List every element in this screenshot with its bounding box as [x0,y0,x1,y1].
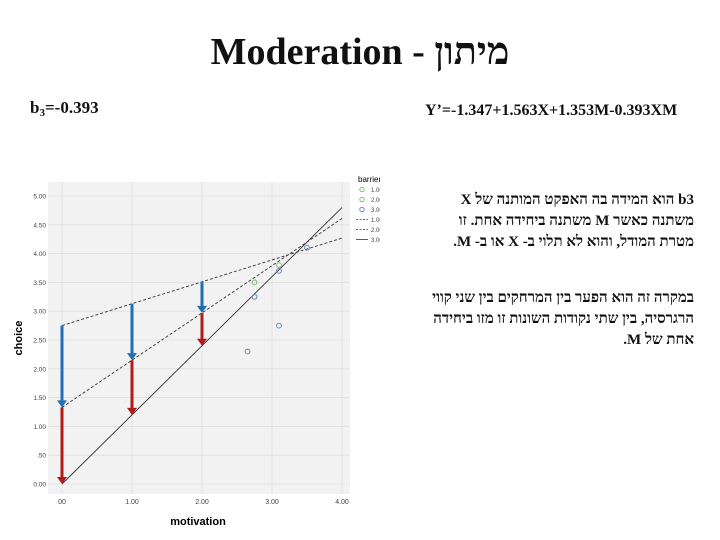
legend-label: 3.00 [371,238,380,244]
y-tick-label: 3.50 [33,280,46,287]
red-arrow [127,360,137,415]
regression-line [61,207,343,485]
data-point [251,293,258,300]
b3-rest: =-0.393 [44,98,99,117]
legend-label: 2.00 [371,228,380,234]
plot-background [48,182,350,494]
x-tick-label: 00 [58,499,66,506]
red-arrow [57,407,67,484]
regression-line [61,218,343,408]
x-tick-label: 2.00 [195,499,209,506]
y-tick-label: 2.00 [33,366,46,373]
explanation-paragraph-2: במקרה זה הוא הפער בין המרחקים בין שני קו… [432,290,694,348]
legend-label: 1.00 [371,188,380,194]
legend-label: 3.00 [371,208,380,214]
data-point [304,244,310,251]
legend-label: 1.00 [371,218,380,224]
data-point [244,348,251,355]
legend-label: 2.00 [371,198,380,204]
y-tick-label: 3.00 [33,309,46,316]
data-point [276,268,282,274]
arrow-head [197,305,207,313]
data-point [251,279,258,286]
y-tick-label: 1.00 [33,424,46,431]
y-axis-label: choice [13,321,25,356]
x-tick-label: 1.00 [125,499,139,506]
legend-marker [359,186,365,193]
moderation-plot: 00 1.00 2.00 3.00 4.00 0.00 .50 1.00 1.50 2.00 2.… [13,175,380,528]
b3-subscript: 3 [39,107,45,119]
blue-arrow [127,303,137,361]
y-tick-label: 4.50 [33,222,46,229]
y-tick-label: 0.00 [33,482,46,489]
legend-marker [359,196,365,203]
legend-title: barrier [358,175,380,184]
y-tick-label: 1.50 [33,395,46,402]
y-tick-label: .50 [37,453,46,460]
arrow-head [197,338,207,346]
x-tick-label: 3.00 [265,499,279,506]
x-tick-label: 4.00 [335,499,349,506]
arrow-head [127,353,137,361]
b3-value: b3=-0.393 [30,98,99,119]
red-arrow [197,312,207,346]
blue-arrow [57,325,67,408]
y-tick-label: 4.00 [33,251,46,258]
difference-arrows [57,281,207,484]
regression-equation: Y’=-1.347+1.563X+1.353M-0.393XM [425,102,678,119]
data-point [276,262,282,268]
arrow-head [57,477,67,484]
b3-prefix: b [30,98,40,117]
arrow-head [57,400,67,408]
explanation-paragraph-1: b3 הוא המידה בה האפקט המותנה של X משתנה … [453,192,694,250]
data-points [244,244,310,355]
x-tick-labels: 00 1.00 2.00 3.00 4.00 [58,499,349,506]
data-point [276,322,282,329]
legend-marker [359,206,365,213]
y-tick-label: 2.50 [33,338,46,345]
slide-title: Moderation - מיתון [210,31,510,73]
y-tick-label: 5.00 [33,194,46,201]
legend-items: 1.00 2.00 3.00 1.00 2.00 3.00 [356,186,380,244]
arrow-head [127,407,137,415]
blue-arrow [197,281,207,313]
y-tick-labels: 0.00 .50 1.00 1.50 2.00 2.50 3.00 3.50 4.00 4.50 5… [33,194,46,489]
x-axis-label: motivation [170,516,226,528]
legend: barrier 1.00 2.00 3.00 1.00 2.00 3.00 [356,175,380,244]
